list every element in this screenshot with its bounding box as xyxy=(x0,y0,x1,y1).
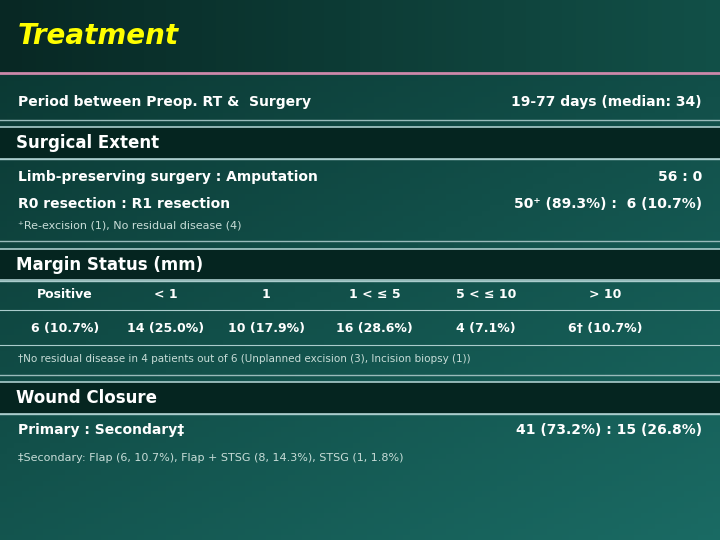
Text: Primary : Secondary‡: Primary : Secondary‡ xyxy=(18,423,184,437)
Text: Wound Closure: Wound Closure xyxy=(16,389,157,407)
Text: 4 (7.1%): 4 (7.1%) xyxy=(456,322,516,335)
Text: 16 (28.6%): 16 (28.6%) xyxy=(336,322,413,335)
FancyBboxPatch shape xyxy=(0,249,720,280)
FancyBboxPatch shape xyxy=(0,127,720,159)
Text: Margin Status (mm): Margin Status (mm) xyxy=(16,255,203,274)
Text: 5 < ≤ 10: 5 < ≤ 10 xyxy=(456,288,516,301)
Text: > 10: > 10 xyxy=(589,288,621,301)
Text: 10 (17.9%): 10 (17.9%) xyxy=(228,322,305,335)
Text: < 1: < 1 xyxy=(154,288,177,301)
Text: 1 < ≤ 5: 1 < ≤ 5 xyxy=(348,288,400,301)
FancyBboxPatch shape xyxy=(0,382,720,414)
Text: 50⁺ (89.3%) :  6 (10.7%): 50⁺ (89.3%) : 6 (10.7%) xyxy=(514,197,702,211)
Text: 6† (10.7%): 6† (10.7%) xyxy=(567,322,642,335)
Text: 41 (73.2%) : 15 (26.8%): 41 (73.2%) : 15 (26.8%) xyxy=(516,423,702,437)
Text: 19-77 days (median: 34): 19-77 days (median: 34) xyxy=(511,94,702,109)
Text: ‡Secondary: Flap (6, 10.7%), Flap + STSG (8, 14.3%), STSG (1, 1.8%): ‡Secondary: Flap (6, 10.7%), Flap + STSG… xyxy=(18,453,403,463)
Text: 6 (10.7%): 6 (10.7%) xyxy=(31,322,99,335)
Text: 56 : 0: 56 : 0 xyxy=(658,170,702,184)
Text: Surgical Extent: Surgical Extent xyxy=(16,134,159,152)
Text: Treatment: Treatment xyxy=(18,23,179,50)
Text: R0 resection : R1 resection: R0 resection : R1 resection xyxy=(18,197,230,211)
Text: Positive: Positive xyxy=(37,288,93,301)
Text: 1: 1 xyxy=(262,288,271,301)
Text: Limb-preserving surgery : Amputation: Limb-preserving surgery : Amputation xyxy=(18,170,318,184)
Text: ⁺Re-excision (1), No residual disease (4): ⁺Re-excision (1), No residual disease (4… xyxy=(18,220,241,230)
Text: †No residual disease in 4 patients out of 6 (Unplanned excision (3), Incision bi: †No residual disease in 4 patients out o… xyxy=(18,354,471,364)
Text: Period between Preop. RT &  Surgery: Period between Preop. RT & Surgery xyxy=(18,94,311,109)
Text: 14 (25.0%): 14 (25.0%) xyxy=(127,322,204,335)
